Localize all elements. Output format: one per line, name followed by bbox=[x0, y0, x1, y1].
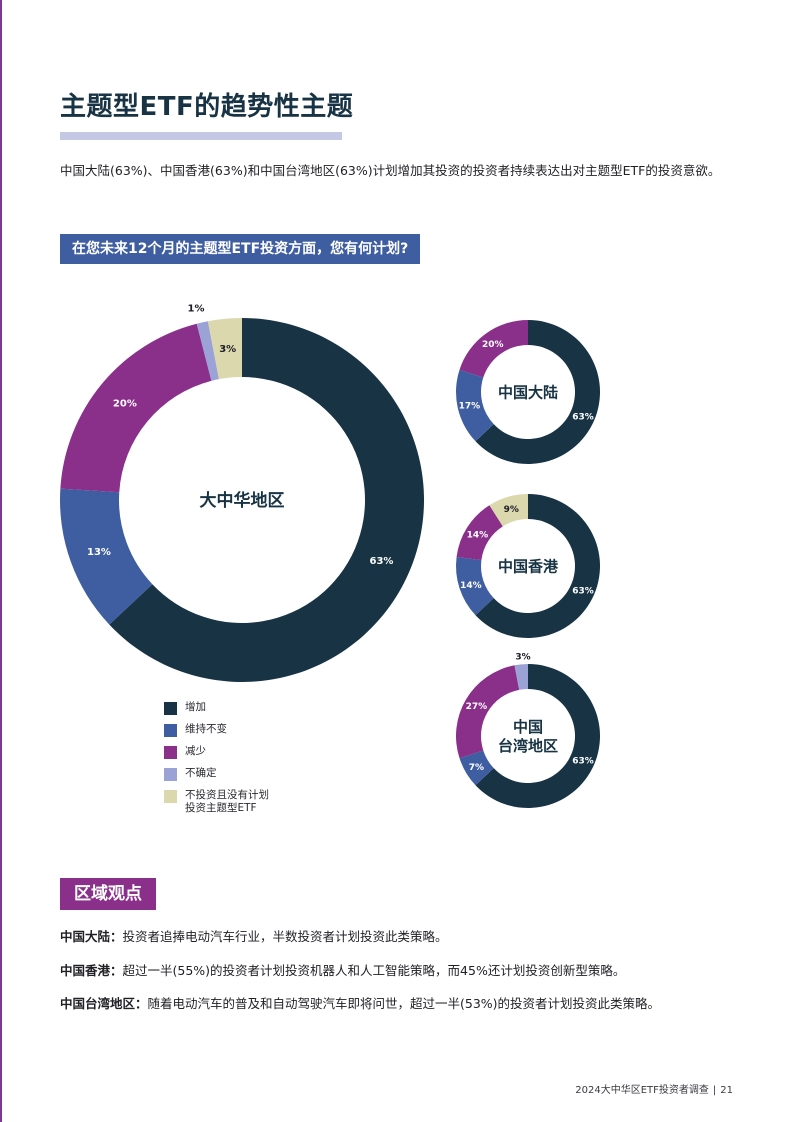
legend-item: 减少 bbox=[164, 745, 269, 759]
donut-chart-greater-china: 63% 13% 20% 1% 3% 大中华地区 bbox=[60, 304, 425, 682]
slice-value-label: 1% bbox=[188, 304, 205, 315]
legend-label: 不投资且没有计划 投资主题型ETF bbox=[185, 789, 269, 814]
slice-value-label: 27% bbox=[466, 702, 488, 712]
slice-value-label: 63% bbox=[572, 586, 594, 596]
footer-doc-title: 2024大中华区ETF投资者调查 bbox=[575, 1085, 709, 1096]
slice-value-label: 3% bbox=[219, 344, 236, 355]
donut-slice bbox=[60, 323, 212, 493]
donut-slice bbox=[456, 665, 520, 759]
legend-swatch bbox=[164, 702, 177, 715]
slice-value-label: 14% bbox=[460, 581, 482, 591]
intro-paragraph: 中国大陆(63%)、中国香港(63%)和中国台湾地区(63%)计划增加其投资的投… bbox=[60, 163, 721, 178]
legend-item: 维持不变 bbox=[164, 723, 269, 737]
donut-center-title: 台湾地区 bbox=[498, 737, 558, 755]
legend-item: 不投资且没有计划 投资主题型ETF bbox=[164, 789, 269, 815]
slice-value-label: 13% bbox=[87, 547, 111, 558]
section-tag-regional-insights: 区域观点 bbox=[60, 878, 156, 910]
donut-slice bbox=[489, 494, 528, 527]
donut-slice bbox=[456, 369, 494, 442]
legend-label: 维持不变 bbox=[185, 723, 227, 735]
legend-label: 减少 bbox=[185, 745, 206, 757]
slice-value-label: 20% bbox=[113, 399, 137, 410]
donut-slice bbox=[456, 556, 494, 616]
page-number: 21 bbox=[720, 1085, 733, 1096]
slice-value-label: 9% bbox=[504, 505, 519, 515]
legend-swatch bbox=[164, 790, 177, 803]
donut-chart-taiwan: 63% 7% 27% 3% 中国台湾地区 bbox=[456, 653, 600, 808]
insight-region-label: 中国大陆： bbox=[60, 929, 123, 944]
legend-label: 不确定 bbox=[185, 767, 217, 779]
donut-chart-mainland: 63% 17% 20% 中国大陆 bbox=[456, 320, 600, 464]
title-underline-bar bbox=[60, 132, 342, 140]
donut-slice bbox=[459, 320, 528, 378]
slice-value-label: 63% bbox=[572, 756, 594, 766]
donut-slice bbox=[475, 320, 600, 464]
donut-slice bbox=[459, 750, 494, 786]
donut-center-title: 中国 bbox=[513, 718, 543, 736]
slice-value-label: 7% bbox=[469, 763, 484, 773]
legend-item: 增加 bbox=[164, 701, 269, 715]
insight-text: 超过一半(55%)的投资者计划投资机器人和人工智能策略，而45%还计划投资创新型… bbox=[122, 963, 626, 978]
legend-swatch bbox=[164, 724, 177, 737]
legend-swatch bbox=[164, 768, 177, 781]
donut-chart-hong-kong: 63% 14% 14% 9% 中国香港 bbox=[456, 494, 600, 638]
donut-slice bbox=[475, 664, 600, 808]
insight-text: 投资者追捧电动汽车行业，半数投资者计划投资此类策略。 bbox=[122, 929, 448, 944]
insight-mainland: 中国大陆：投资者追捧电动汽车行业，半数投资者计划投资此类策略。 bbox=[60, 926, 750, 945]
donut-slice bbox=[514, 664, 528, 690]
insight-hong-kong: 中国香港：超过一半(55%)的投资者计划投资机器人和人工智能策略，而45%还计划… bbox=[60, 960, 750, 979]
donut-slice bbox=[207, 318, 242, 380]
donut-center-title: 大中华地区 bbox=[200, 490, 285, 511]
slice-value-label: 17% bbox=[459, 402, 481, 412]
page-title: 主题型ETF的趋势性主题 bbox=[60, 92, 354, 122]
donut-slice bbox=[60, 488, 153, 625]
left-accent-rule bbox=[0, 0, 2, 1122]
slice-value-label: 63% bbox=[370, 556, 394, 567]
slice-value-label: 63% bbox=[572, 412, 594, 422]
insight-taiwan: 中国台湾地区：随着电动汽车的普及和自动驾驶汽车即将问世，超过一半(53%)的投资… bbox=[60, 993, 750, 1012]
donut-slice bbox=[475, 494, 600, 638]
legend-label: 增加 bbox=[185, 701, 206, 713]
donut-slice bbox=[196, 321, 219, 381]
donut-slice bbox=[109, 318, 425, 682]
slice-value-label: 3% bbox=[515, 653, 530, 663]
legend-swatch bbox=[164, 746, 177, 759]
insight-region-label: 中国香港： bbox=[60, 963, 123, 978]
donut-slice bbox=[456, 505, 503, 561]
donut-center-title: 中国大陆 bbox=[498, 383, 558, 401]
chart-legend: 增加 维持不变 减少 不确定 不投资且没有计划 投资主题型ETF bbox=[164, 701, 269, 823]
insight-region-label: 中国台湾地区： bbox=[60, 996, 148, 1011]
legend-item: 不确定 bbox=[164, 767, 269, 781]
survey-question-banner: 在您未来12个月的主题型ETF投资方面，您有何计划? bbox=[60, 234, 421, 264]
page-footer: 2024大中华区ETF投资者调查 | 21 bbox=[575, 1081, 733, 1096]
slice-value-label: 14% bbox=[467, 530, 489, 540]
donut-center-title: 中国香港 bbox=[498, 557, 559, 575]
insight-text: 随着电动汽车的普及和自动驾驶汽车即将问世，超过一半(53%)的投资者计划投资此类… bbox=[147, 996, 661, 1011]
slice-value-label: 20% bbox=[482, 340, 504, 350]
footer-separator: | bbox=[712, 1085, 717, 1096]
